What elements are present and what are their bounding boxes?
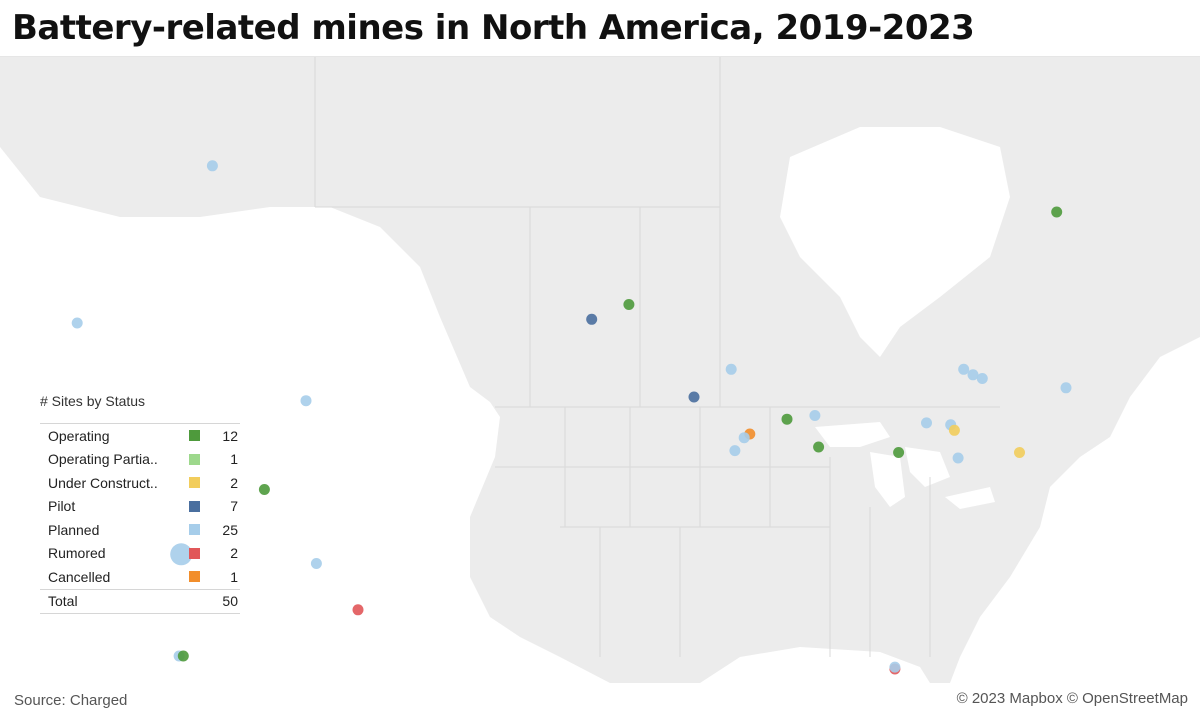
mine-point-planned[interactable]: [976, 373, 988, 384]
legend-swatch-rumored: [189, 547, 200, 559]
mine-point-planned[interactable]: [1060, 382, 1072, 394]
legend-row-rumored[interactable]: Rumored 2: [40, 542, 240, 566]
legend-title: # Sites by Status: [40, 393, 146, 409]
mine-point-operating[interactable]: [623, 299, 635, 310]
legend-row-under-construction[interactable]: Under Construct.. 2: [40, 471, 240, 495]
pacific-ocean: [0, 147, 610, 683]
legend-count: 1: [230, 568, 238, 585]
legend-count: 1: [230, 451, 238, 468]
gulf-of-mexico: [700, 647, 930, 683]
mine-point-planned[interactable]: [310, 558, 322, 569]
mine-point-planned[interactable]: [738, 432, 750, 444]
mine-point-operating[interactable]: [813, 441, 825, 453]
legend-table: Operating 12 Operating Partia.. 1 Under …: [40, 423, 240, 614]
mine-point-operating[interactable]: [258, 484, 270, 495]
mine-point-under-construction[interactable]: [948, 424, 960, 436]
map-points-layer: [71, 160, 1072, 675]
legend-total-label: Total: [48, 593, 78, 609]
legend-label: Rumored: [48, 545, 106, 562]
legend-label: Pilot: [48, 498, 76, 515]
borders: [314, 57, 1000, 657]
mine-point-pilot[interactable]: [688, 391, 700, 403]
legend-count: 25: [222, 521, 238, 538]
legend-label: Under Construct..: [48, 474, 158, 491]
legend-row-cancelled[interactable]: Cancelled 1: [40, 565, 240, 589]
page-title: Battery-related mines in North America, …: [12, 8, 975, 48]
atlantic-ocean: [950, 337, 1200, 683]
mine-point-rumored[interactable]: [352, 604, 364, 616]
legend-total-row: Total 50: [40, 588, 240, 614]
map-attribution[interactable]: © 2023 Mapbox © OpenStreetMap: [956, 690, 1188, 707]
mine-point-operating[interactable]: [1051, 206, 1063, 218]
mine-point-planned[interactable]: [921, 417, 932, 429]
legend-row-operating-partial[interactable]: Operating Partia.. 1: [40, 448, 240, 472]
mine-point-operating[interactable]: [781, 413, 793, 425]
mine-point-pilot[interactable]: [586, 313, 598, 325]
legend-swatch-operating: [189, 430, 200, 442]
mine-point-planned[interactable]: [967, 369, 979, 381]
legend-swatch-pilot: [189, 500, 200, 512]
mine-point-planned[interactable]: [725, 363, 737, 375]
legend-label: Planned: [48, 521, 100, 538]
hudson-bay: [780, 127, 1010, 357]
legend-label: Cancelled: [48, 568, 111, 585]
legend-swatch-under-construction: [189, 477, 200, 489]
mine-point-operating[interactable]: [893, 447, 905, 458]
legend-count: 2: [230, 474, 238, 491]
legend-row-operating[interactable]: Operating 12: [40, 424, 240, 448]
map[interactable]: # Sites by Status Operating 12 Operating…: [0, 56, 1200, 683]
legend-count: 7: [230, 498, 238, 515]
legend-count: 12: [222, 427, 238, 444]
mine-point-planned[interactable]: [170, 543, 193, 566]
legend-total-count: 50: [222, 593, 238, 609]
great-lakes: [815, 422, 995, 509]
mine-point-planned[interactable]: [71, 317, 83, 329]
legend-row-planned[interactable]: Planned 25: [40, 518, 240, 542]
map-canvas: [0, 57, 1200, 683]
legend-row-pilot[interactable]: Pilot 7: [40, 495, 240, 519]
legend-label: Operating Partia..: [48, 451, 158, 468]
legend-swatch-cancelled: [189, 571, 200, 583]
mine-point-planned[interactable]: [809, 410, 821, 421]
mine-point-under-construction[interactable]: [1014, 447, 1025, 458]
legend-label: Operating: [48, 427, 110, 444]
mine-point-operating[interactable]: [177, 650, 189, 662]
source-note: Source: Charged: [14, 692, 128, 709]
legend-swatch-operating-partial: [189, 453, 200, 465]
mine-point-planned[interactable]: [889, 661, 901, 673]
mine-point-planned[interactable]: [206, 160, 218, 172]
legend-swatch-planned: [189, 524, 200, 536]
mine-point-planned[interactable]: [729, 445, 741, 457]
mine-point-planned[interactable]: [952, 452, 964, 464]
legend-count: 2: [230, 545, 238, 562]
legend: # Sites by Status Operating 12 Operating…: [40, 393, 240, 614]
mine-point-planned[interactable]: [958, 363, 970, 375]
mine-point-planned[interactable]: [300, 395, 312, 407]
